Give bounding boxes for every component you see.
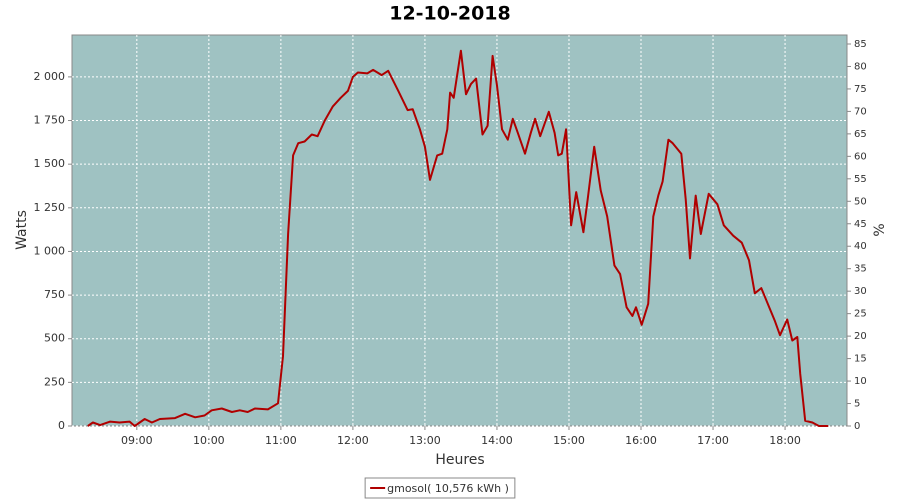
y2-tick-label: 50: [854, 196, 867, 207]
x-tick-label: 16:00: [625, 434, 657, 447]
chart-title: 12-10-2018: [389, 3, 511, 25]
y-tick-label: 1 250: [34, 201, 66, 214]
legend: gmosol( 10,576 kWh ): [364, 477, 516, 499]
x-tick-label: 17:00: [697, 434, 729, 447]
y-tick-label: 1 000: [34, 244, 66, 257]
y2-tick-label: 85: [854, 39, 867, 50]
x-axis-title: Heures: [435, 452, 484, 468]
y2-tick-label: 80: [854, 61, 867, 72]
y2-tick-label: 15: [854, 354, 867, 365]
y2-tick-label: 45: [854, 219, 867, 230]
y-tick-label: 250: [44, 375, 65, 388]
y2-tick-label: 20: [854, 331, 867, 342]
y-tick-label: 2 000: [34, 70, 66, 83]
data-line: [87, 49, 829, 427]
y-tick-label: 1 750: [34, 114, 66, 127]
legend-label: gmosol( 10,576 kWh ): [387, 482, 509, 495]
y2-tick-label: 30: [854, 286, 867, 297]
y2-axis-title: %: [872, 223, 888, 236]
x-tick-label: 12:00: [337, 434, 369, 447]
x-tick-label: 13:00: [409, 434, 441, 447]
y-tick-label: 0: [58, 419, 65, 432]
y2-tick-label: 75: [854, 84, 867, 95]
y-tick-label: 1 500: [34, 157, 66, 170]
y-axis-title: Watts: [14, 210, 30, 250]
y2-tick-label: 70: [854, 106, 867, 117]
y2-tick-label: 5: [854, 399, 860, 410]
x-tick-label: 18:00: [769, 434, 801, 447]
x-tick-label: 10:00: [193, 434, 225, 447]
y-tick-label: 500: [44, 332, 65, 345]
y2-tick-label: 35: [854, 264, 867, 275]
y2-tick-label: 40: [854, 241, 867, 252]
y2-tick-label: 25: [854, 309, 867, 320]
x-tick-label: 11:00: [265, 434, 297, 447]
y2-tick-label: 10: [854, 376, 867, 387]
y2-tick-label: 55: [854, 174, 867, 185]
legend-box: [364, 477, 516, 499]
y2-tick-label: 65: [854, 129, 867, 140]
y-tick-label: 750: [44, 288, 65, 301]
y2-tick-label: 0: [854, 421, 860, 432]
x-tick-label: 15:00: [553, 434, 585, 447]
x-tick-label: 09:00: [121, 434, 153, 447]
x-tick-label: 14:00: [481, 434, 513, 447]
plot-background: [71, 34, 848, 427]
y2-tick-label: 60: [854, 151, 867, 162]
